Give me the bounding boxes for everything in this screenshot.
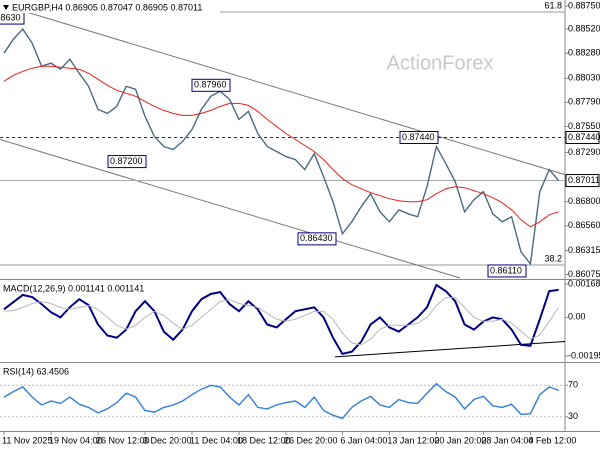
x-tick-label: 4 Feb 12:00	[528, 435, 576, 445]
annotation-label: 0.86430	[300, 233, 333, 243]
y-tick-label: 0.00	[568, 312, 586, 322]
title-bg	[0, 365, 85, 377]
annotation-label: 0.87960	[194, 80, 227, 90]
series-line	[3, 297, 560, 346]
x-tick-label: 20 Jan 20:00	[434, 435, 486, 445]
panel-title: EURGBP,H4 0.86905 0.87047 0.86905 0.8701…	[12, 2, 202, 12]
x-tick-label: 19 Nov 04:00	[49, 435, 103, 445]
annotation-box	[107, 155, 147, 169]
x-tick-label: 3 Dec 20:00	[143, 435, 192, 445]
fib-label: 38.2	[544, 253, 562, 263]
annotation-label: 0.87440	[402, 132, 435, 142]
trend-line	[334, 340, 566, 358]
y-tick-label: 70	[568, 380, 578, 390]
series-line	[3, 27, 560, 266]
y-tick-label: 0.87290	[568, 147, 600, 157]
x-tick-label: 11 Nov 2025	[2, 435, 52, 445]
annotation-box	[297, 232, 337, 246]
y-tick-label: 0.86560	[568, 220, 600, 230]
annotation-label: 0.86110	[490, 265, 522, 275]
y-tick-label: 0.88030	[568, 73, 600, 83]
annotation-label: 0.88630	[0, 12, 21, 22]
price-label: 0.87440	[568, 132, 600, 142]
panel-title: MACD(12,26,9) 0.001141 0.001141	[3, 283, 144, 293]
annotation-label: 0.87200	[110, 156, 143, 166]
y-tick-label: 0.88520	[568, 23, 600, 33]
series-line	[3, 382, 559, 420]
y-tick-label: 30	[568, 411, 578, 421]
price-label: 0.87011	[568, 175, 600, 185]
x-tick-label: 18 Dec 12:00	[237, 435, 291, 445]
x-tick-label: 28 Jan 04:00	[481, 435, 533, 445]
x-tick-label: 6 Jan 04:00	[340, 435, 387, 445]
price-label-box	[565, 130, 600, 144]
series-line	[3, 283, 559, 356]
series-line	[3, 65, 559, 228]
price-label-box	[565, 174, 600, 188]
x-tick-label: 13 Jan 12:00	[387, 435, 439, 445]
y-tick-label: 0.87550	[568, 121, 600, 131]
channel-line	[0, 3, 566, 176]
title-icon	[3, 5, 9, 10]
watermark: ActionForex	[387, 52, 494, 74]
channel-line	[0, 139, 461, 279]
x-tick-label: 26 Nov 12:00	[96, 435, 150, 445]
y-tick-label: 0.86800	[568, 196, 600, 206]
y-tick-label: 0.88280	[568, 48, 600, 58]
x-tick-label: 11 Dec 04:00	[190, 435, 243, 445]
y-tick-label: 0.86075	[568, 269, 600, 279]
y-tick-label: 0.86315	[568, 245, 600, 255]
annotation-box	[399, 130, 439, 144]
y-tick-label: 0.87790	[568, 97, 600, 107]
fib-label: 61.8	[544, 0, 562, 10]
y-tick-label: 0.001688	[568, 278, 600, 288]
panel-title: RSI(14) 63.4506	[3, 366, 69, 376]
annotation-box	[191, 78, 231, 92]
x-tick-label: 26 Dec 20:00	[284, 435, 338, 445]
y-tick-label: -0.001953	[568, 350, 600, 360]
annotation-box	[487, 264, 527, 278]
title-bg	[0, 1, 220, 13]
title-bg	[0, 282, 165, 294]
y-tick-label: 0.88750	[568, 0, 600, 10]
